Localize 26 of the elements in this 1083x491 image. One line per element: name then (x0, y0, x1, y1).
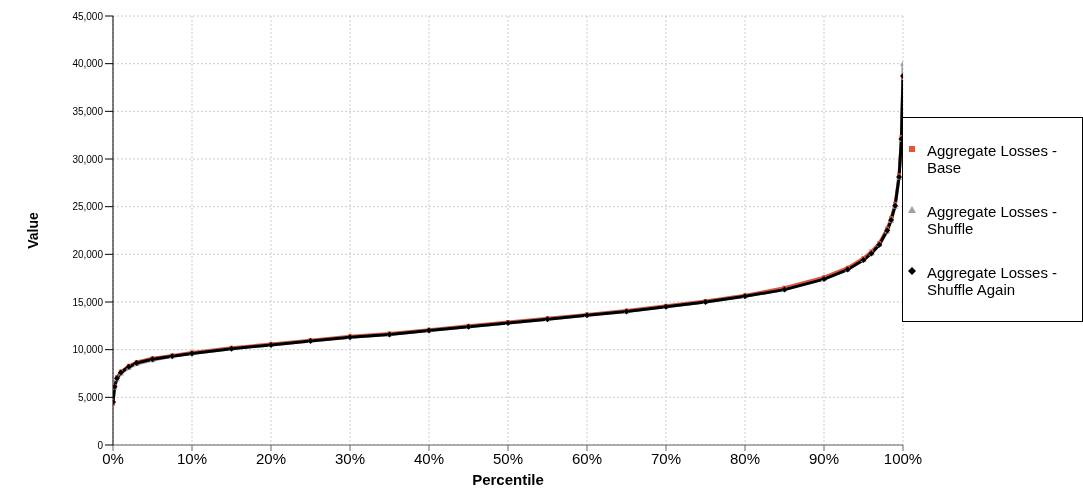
x-axis-title: Percentile (472, 471, 544, 488)
y-tick-label: 5,000 (77, 391, 104, 403)
x-tick-label: 60% (571, 449, 603, 467)
legend-label: Aggregate Losses - Shuffle (927, 202, 1059, 237)
x-tick-label: 0% (102, 449, 124, 467)
legend-label: Aggregate Losses - Shuffle Again (927, 263, 1059, 298)
y-tick-label: 30,000 (72, 153, 104, 165)
y-axis-title: Value (24, 212, 41, 249)
x-tick-label: 50% (492, 449, 524, 467)
y-tick-label: 40,000 (72, 58, 104, 70)
y-tick-label: 10,000 (72, 344, 104, 356)
x-tick-label: 30% (334, 449, 366, 467)
y-tick-label: 35,000 (72, 105, 104, 117)
y-tick-label: 25,000 (72, 201, 104, 213)
x-tick-label: 40% (413, 449, 445, 467)
x-tick-label: 90% (808, 449, 840, 467)
legend-label: Aggregate Losses - Base (927, 141, 1059, 176)
y-tick-label: 20,000 (72, 248, 104, 260)
y-tick-label: 15,000 (72, 296, 104, 308)
x-tick-label: 10% (176, 449, 208, 467)
x-tick-label: 70% (650, 449, 682, 467)
x-tick-label: 80% (729, 449, 761, 467)
y-tick-label: 45,000 (72, 10, 104, 22)
y-tick-label: 0 (97, 439, 104, 451)
x-tick-label: 100% (883, 449, 923, 467)
x-tick-label: 20% (255, 449, 287, 467)
